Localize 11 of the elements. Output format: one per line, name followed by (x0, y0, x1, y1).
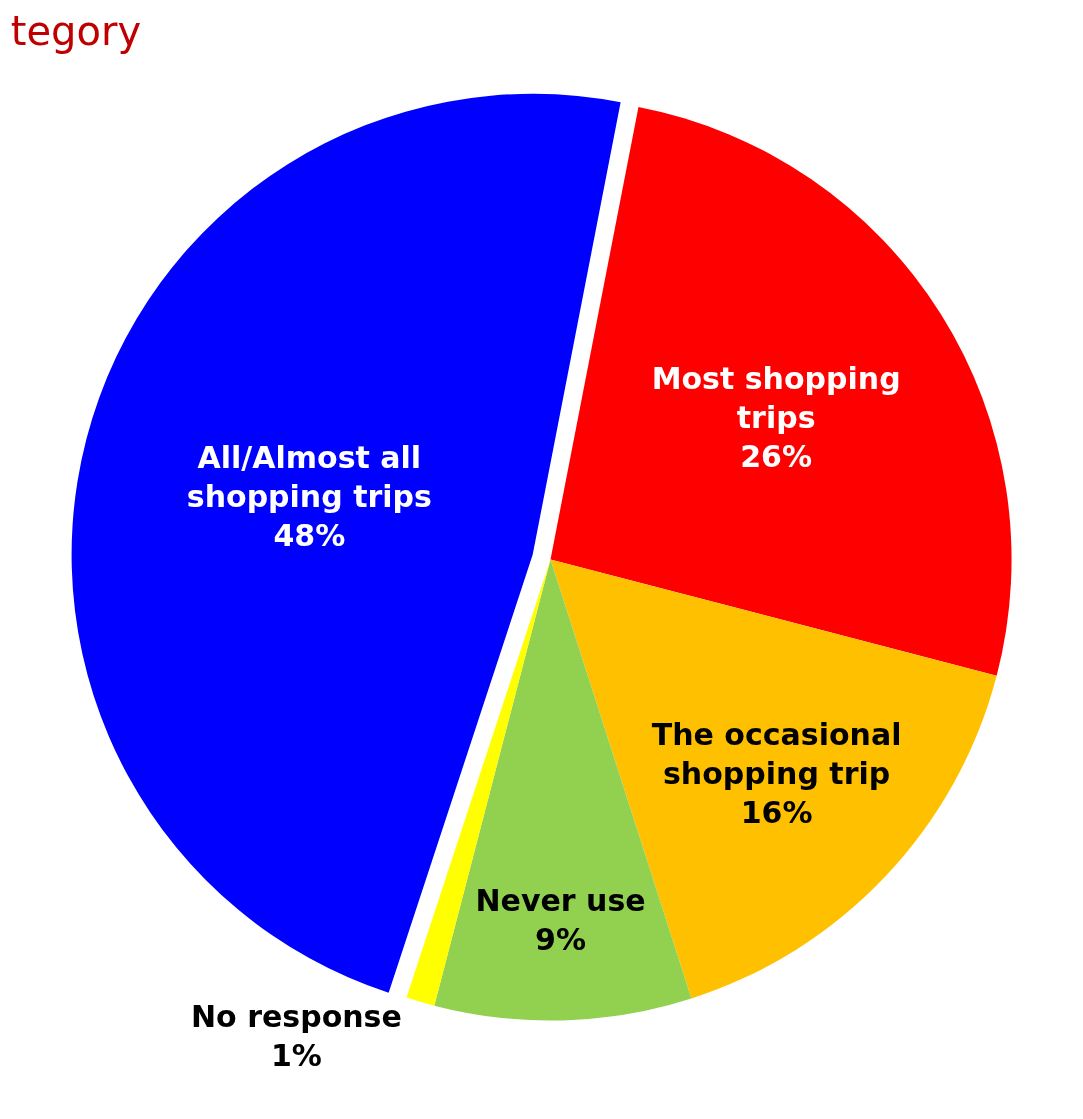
slice-label: Never use (475, 882, 646, 918)
data-label: 16% (740, 794, 813, 830)
slice-label: The occasional shopping trip (651, 716, 902, 791)
slice-label: All/Almost all shopping trips (186, 440, 432, 515)
slice-label: No response (191, 998, 402, 1034)
chart-title: tegory (10, 7, 142, 54)
data-label: 1% (270, 1037, 322, 1073)
data-label: 26% (740, 438, 813, 474)
data-label: 48% (273, 518, 346, 554)
slice-label: Most shopping trips (651, 360, 901, 435)
data-label: 9% (535, 921, 587, 957)
